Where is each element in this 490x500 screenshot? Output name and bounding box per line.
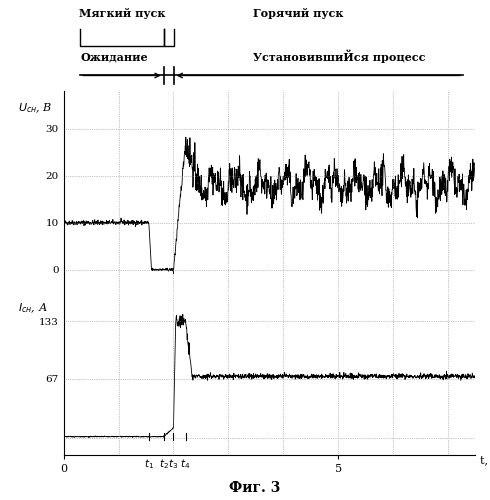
Text: Фиг. 3: Фиг. 3 [229, 481, 280, 495]
Text: Горячий пуск: Горячий пуск [253, 8, 343, 18]
Text: Ожидание: Ожидание [80, 51, 148, 62]
Text: $t_2$: $t_2$ [159, 456, 169, 470]
Text: $t_3$: $t_3$ [169, 456, 178, 470]
Text: $t_4$: $t_4$ [180, 456, 191, 470]
Text: $U_{сн}$, В: $U_{сн}$, В [19, 101, 53, 114]
Text: УстановившиЙся процесс: УстановившиЙся процесс [253, 50, 426, 64]
Text: $t_1$: $t_1$ [144, 456, 154, 470]
Text: $I_{сн}$, А: $I_{сн}$, А [19, 302, 48, 315]
Text: t, с: t, с [480, 455, 490, 465]
Text: Мягкий пуск: Мягкий пуск [79, 8, 165, 18]
